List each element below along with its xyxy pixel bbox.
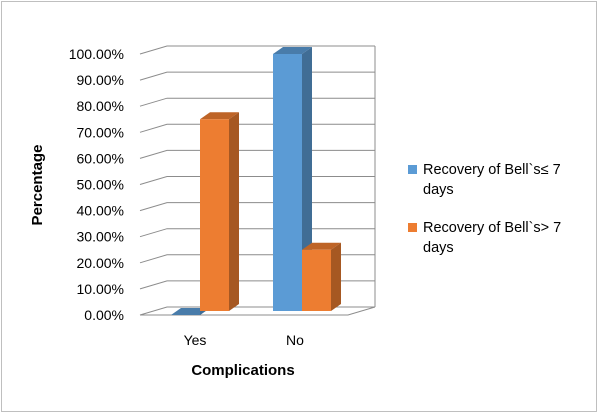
y-tick-label: 90.00% <box>77 72 124 88</box>
legend-swatch <box>408 223 417 232</box>
x-tick-label: Yes <box>184 332 207 348</box>
legend-label: days <box>423 182 454 198</box>
legend-item: Recovery of Bell`s≤ 7 days <box>408 162 561 198</box>
x-axis-title: Complications <box>191 362 294 379</box>
floor-edge <box>140 306 376 316</box>
bar-top-face <box>302 242 341 250</box>
bar-top-face <box>200 112 239 120</box>
bar-top-face <box>273 47 312 54</box>
bar-no-series-2 <box>302 242 341 311</box>
bar-yes-series-2 <box>200 112 239 311</box>
gridline <box>139 228 375 238</box>
y-tick-label: 80.00% <box>77 98 124 114</box>
bar-front-face <box>200 119 229 311</box>
y-tick-label: 70.00% <box>77 124 124 140</box>
y-tick-label: 30.00% <box>77 229 124 245</box>
y-tick-label: 0.00% <box>84 307 124 323</box>
y-tick-label: 60.00% <box>77 150 124 166</box>
bar-side-face <box>229 112 239 311</box>
gridline <box>139 202 375 212</box>
x-axis-ticks: Yes No <box>184 332 305 348</box>
x-tick-label: No <box>286 332 304 348</box>
bar-side-face <box>331 242 341 311</box>
y-tick-label: 20.00% <box>77 255 124 271</box>
legend-label: Recovery of Bell`s≤ 7 <box>423 162 561 178</box>
gridline <box>139 97 375 107</box>
bar-front-face <box>302 249 331 311</box>
y-tick-label: 50.00% <box>77 177 124 193</box>
y-axis-ticks: 0.00% 10.00% 20.00% 30.00% 40.00% 50.00% 60.00… <box>69 46 124 323</box>
gridline <box>139 149 375 159</box>
bar-front-face <box>273 54 302 311</box>
y-tick-label: 40.00% <box>77 203 124 219</box>
legend-item: Recovery of Bell`s> 7 days <box>408 220 561 256</box>
legend-label: days <box>423 240 454 256</box>
gridline <box>139 176 375 185</box>
y-axis-title: Percentage <box>29 145 46 226</box>
y-tick-label: 100.00% <box>69 46 124 62</box>
legend-swatch <box>408 165 417 174</box>
y-tick-label: 10.00% <box>77 281 124 297</box>
gridline <box>139 123 375 133</box>
bars <box>171 47 341 315</box>
gridline <box>139 71 375 81</box>
gridline <box>139 45 375 55</box>
legend-label: Recovery of Bell`s> 7 <box>423 220 561 236</box>
